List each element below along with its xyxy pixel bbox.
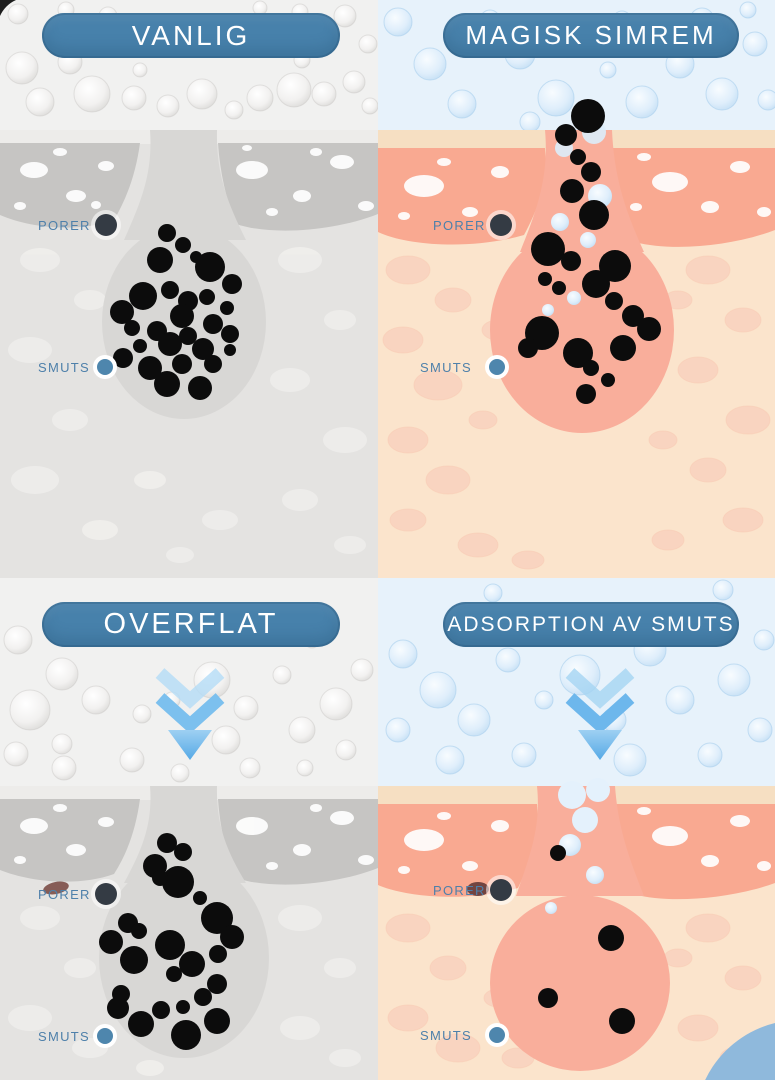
skin-texture	[382, 255, 771, 570]
panel-magisk-illustration	[378, 0, 775, 578]
skin-illustration	[378, 99, 775, 578]
panel-magisk-simrem: MAGISK SIMREM PORER SMUTS	[378, 0, 775, 578]
surface-speckles	[398, 807, 771, 874]
panel-title-pill: OVERFLAT	[42, 602, 340, 647]
skin-illustration	[0, 130, 378, 578]
skin-texture	[8, 247, 367, 563]
panel-overflat-illustration	[0, 578, 378, 1080]
penetration-arrow-icon	[565, 668, 635, 760]
dirt-label: SMUTS	[420, 1027, 472, 1043]
pores-label: PORER	[38, 217, 91, 233]
pore-marker-dot	[489, 214, 512, 236]
pores-label-row: PORER	[433, 879, 512, 901]
corner-artifact	[0, 0, 16, 16]
pores-label-row: PORER	[38, 214, 117, 236]
pores-label-row: PORER	[433, 214, 512, 236]
pores-label-row: PORER	[38, 883, 117, 905]
panel-vanlig: VANLIG PORER SMUTS	[0, 0, 378, 578]
pore-shape	[490, 130, 674, 433]
dirt-label-row: SMUTS	[420, 1027, 505, 1043]
dirt-label: SMUTS	[38, 1028, 90, 1044]
panel-title-pill: ADSORPTION AV SMUTS	[443, 602, 739, 647]
dirt-marker-dot	[489, 359, 505, 375]
dirt-marker-dot	[97, 359, 113, 375]
panel-title: VANLIG	[131, 19, 251, 51]
dirt-label-row: SMUTS	[38, 359, 113, 375]
pores-label: PORER	[433, 882, 486, 898]
dirt-marker-dot	[97, 1028, 113, 1044]
surface-speckles	[14, 145, 374, 216]
dirt-dots	[110, 224, 242, 400]
panel-title-pill: MAGISK SIMREM	[443, 13, 739, 58]
skin-texture	[8, 905, 361, 1076]
pore-marker-dot	[94, 883, 117, 905]
smudge-artifact	[467, 882, 489, 896]
mouth-bubbles	[558, 778, 610, 833]
pores-label: PORER	[433, 217, 486, 233]
dirt-dots	[99, 833, 244, 1050]
bubbles-layer	[3, 625, 374, 783]
pores-label: PORER	[38, 886, 91, 902]
surface-speckles	[398, 153, 771, 220]
penetration-arrow-icon	[155, 668, 225, 760]
smudge-artifact	[43, 881, 69, 895]
panel-vanlig-illustration	[0, 0, 378, 578]
skin-illustration	[0, 786, 378, 1080]
panel-title: MAGISK SIMREM	[465, 20, 717, 50]
dirt-marker-dot	[489, 1027, 505, 1043]
dirt-label: SMUTS	[420, 359, 472, 375]
panel-overflat: OVERFLAT PORER SMUTS	[0, 578, 378, 1080]
panel-title: OVERFLAT	[103, 608, 279, 640]
panel-title-pill: VANLIG	[42, 13, 340, 58]
panel-adsorption-illustration	[378, 578, 775, 1080]
dirt-label-row: SMUTS	[420, 359, 505, 375]
surface-speckles	[14, 804, 374, 870]
skin-illustration	[378, 778, 775, 1080]
bubbles-layer	[5, 0, 378, 120]
corner-bubble	[705, 1023, 775, 1080]
panel-adsorption: ADSORPTION AV SMUTS PORER SMUTS	[378, 578, 775, 1080]
dirt-label: SMUTS	[38, 359, 90, 375]
dirt-dots	[538, 845, 635, 1034]
dirt-label-row: SMUTS	[38, 1028, 113, 1044]
dirt-dots	[518, 99, 661, 404]
panel-title: ADSORPTION AV SMUTS	[447, 612, 735, 636]
pore-marker-dot	[94, 214, 117, 236]
pore-marker-dot	[489, 879, 512, 901]
